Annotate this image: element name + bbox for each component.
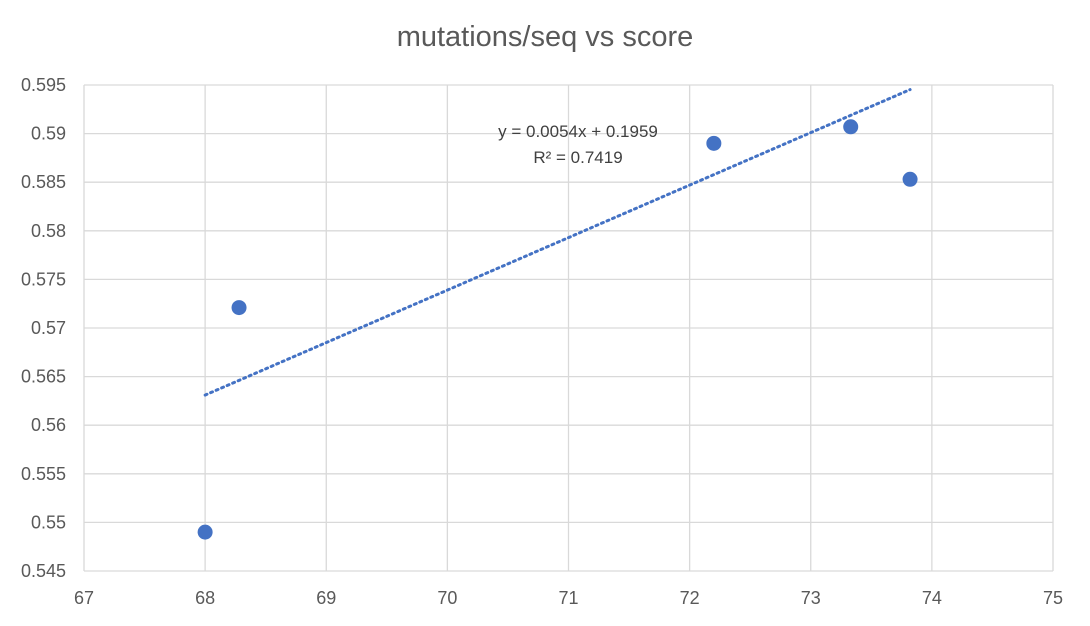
data-point: [902, 171, 918, 187]
trendline-group: [203, 88, 912, 397]
x-tick-label: 69: [316, 588, 336, 608]
data-point: [197, 524, 213, 540]
grid: [83, 84, 1054, 572]
trendline-equation: y = 0.0054x + 0.1959: [498, 122, 658, 141]
y-tick-label: 0.575: [21, 269, 66, 289]
y-tick-label: 0.57: [31, 318, 66, 338]
data-point: [706, 135, 722, 151]
x-tick-label: 73: [801, 588, 821, 608]
y-tick-label: 0.565: [21, 367, 66, 387]
y-tick-label: 0.595: [21, 75, 66, 95]
data-points: [197, 119, 918, 540]
x-tick-label: 72: [680, 588, 700, 608]
y-tick-label: 0.58: [31, 221, 66, 241]
x-tick-label: 67: [74, 588, 94, 608]
x-tick-label: 74: [922, 588, 942, 608]
data-point: [231, 300, 247, 316]
y-tick-label: 0.555: [21, 464, 66, 484]
y-tick-label: 0.56: [31, 415, 66, 435]
x-tick-label: 71: [558, 588, 578, 608]
chart-title: mutations/seq vs score: [397, 21, 694, 53]
y-tick-label: 0.545: [21, 561, 66, 581]
y-tick-label: 0.585: [21, 172, 66, 192]
x-tick-label: 75: [1043, 588, 1063, 608]
y-tick-label: 0.55: [31, 512, 66, 532]
trendline: [203, 88, 912, 397]
y-axis-tick-labels: 0.545 0.55 0.555 0.56 0.565 0.57 0.575 0.58 0.58…: [21, 75, 66, 581]
trendline-r-squared: R² = 0.7419: [533, 148, 622, 167]
x-axis-tick-labels: 67 68 69 70 71 72 73 74 75: [74, 588, 1063, 608]
y-tick-label: 0.59: [31, 124, 66, 144]
x-tick-label: 68: [195, 588, 215, 608]
x-tick-label: 70: [437, 588, 457, 608]
data-point: [843, 119, 859, 135]
